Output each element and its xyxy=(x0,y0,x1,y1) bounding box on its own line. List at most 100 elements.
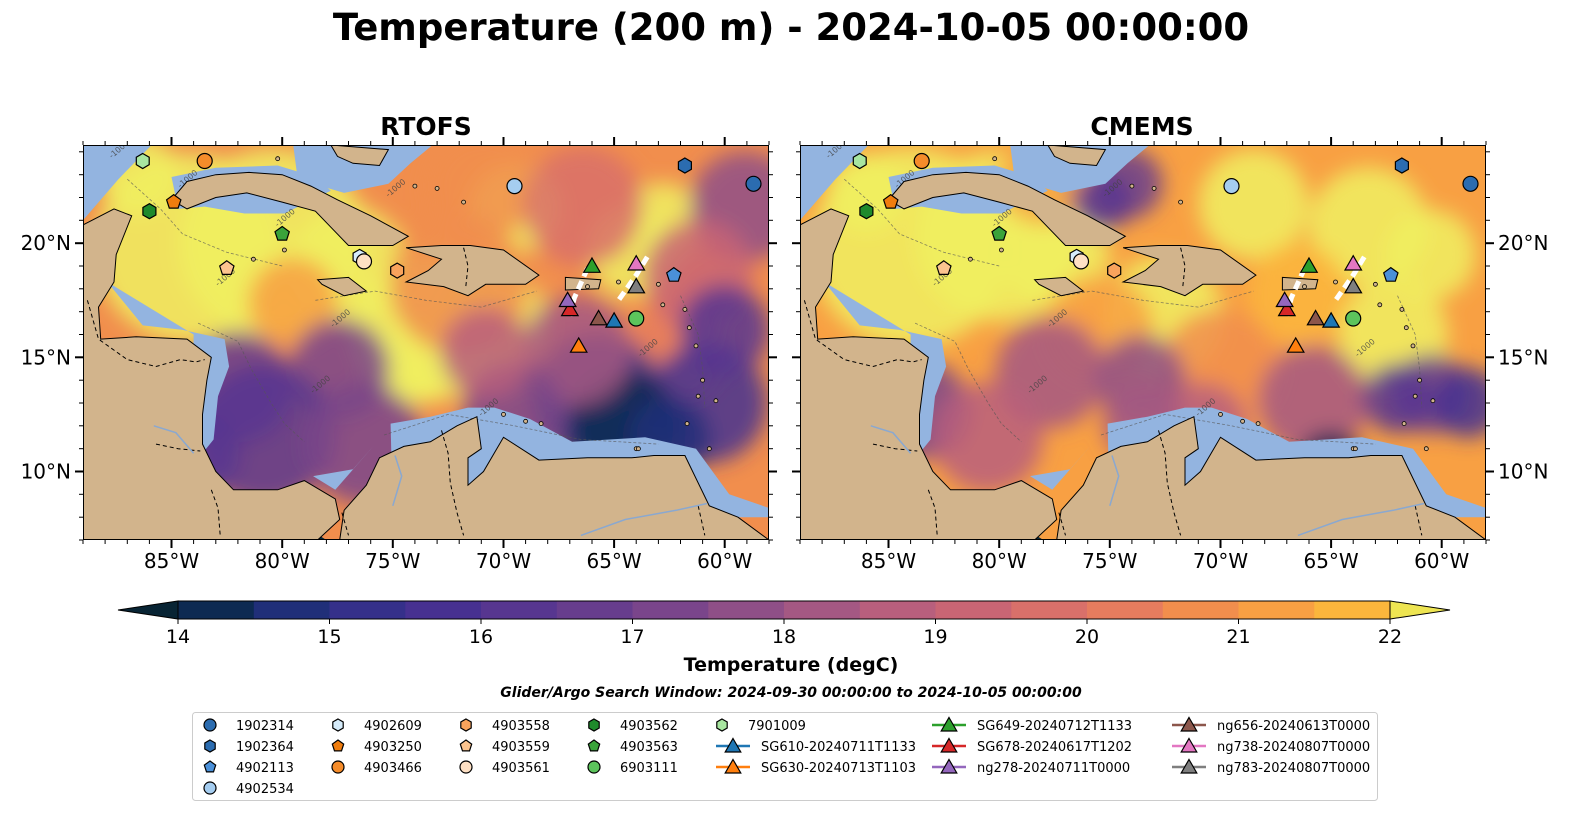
legend-label: 4903559 xyxy=(492,740,550,755)
temperature-blob xyxy=(1258,345,1369,456)
legend-label: 4903562 xyxy=(620,719,678,734)
platform-marker-ng738-20240807T0000 xyxy=(1180,737,1198,753)
small-island xyxy=(281,247,287,253)
platform-marker-4903561 xyxy=(459,760,473,774)
continental-shelf xyxy=(1030,444,1093,490)
continental-shelf xyxy=(800,145,869,221)
small-island xyxy=(412,183,418,189)
platform-marker-SG610-20240711T1133 xyxy=(604,311,624,328)
small-island xyxy=(706,446,712,452)
temperature-blob xyxy=(440,307,531,398)
platform-marker-1902364 xyxy=(1394,157,1410,174)
country-border xyxy=(441,430,465,536)
lat-tick-label: 15°N xyxy=(21,345,71,369)
legend-entry: 4903563 xyxy=(587,739,678,755)
land-centralam xyxy=(83,145,341,540)
land-bahamas xyxy=(1047,145,1107,167)
lat-tick-label: 20°N xyxy=(1498,231,1548,255)
platform-marker-6903111 xyxy=(628,310,645,327)
platform-marker-1902364 xyxy=(677,157,693,174)
small-island xyxy=(700,377,705,383)
legend-label: SG649-20240712T1133 xyxy=(977,719,1132,734)
colorbar-tick-label: 16 xyxy=(469,626,493,648)
platform-marker-SG649-20240712T1133 xyxy=(1299,256,1319,273)
platform-marker-ng656-20240613T0000 xyxy=(1180,716,1198,732)
colorbar-segment xyxy=(178,601,255,619)
small-island xyxy=(1377,302,1383,308)
colorbar-tick-label: 19 xyxy=(923,626,947,648)
temperature-blob xyxy=(826,152,907,233)
country-border xyxy=(1058,512,1066,536)
platform-marker-4903250 xyxy=(331,739,345,752)
colorbar-segment xyxy=(1314,601,1391,619)
small-island xyxy=(1403,325,1409,331)
colorbar-tick-label: 21 xyxy=(1226,626,1250,648)
colorbar-segment xyxy=(1087,601,1164,619)
platform-marker-4902534 xyxy=(506,177,523,195)
temperature-blob xyxy=(1247,243,1348,344)
colorbar-segment xyxy=(1011,601,1088,619)
land-cuba xyxy=(170,171,410,246)
lon-tick-label: 60°W xyxy=(697,549,752,573)
colorbar: 14 15 16 17 18 19 20 21 22 xyxy=(117,600,1451,648)
legend-label: 4903558 xyxy=(492,719,550,734)
depth-contour xyxy=(914,322,1022,443)
small-island xyxy=(538,421,544,427)
legend-label: ng783-20240807T0000 xyxy=(1217,761,1370,776)
small-island xyxy=(250,256,256,262)
platform-marker-4903559 xyxy=(459,739,473,752)
platform-marker-SG678-20240617T1202 xyxy=(940,737,958,753)
colorbar-segment xyxy=(329,601,406,619)
platform-marker-4903250 xyxy=(882,193,899,209)
colorbar-segment xyxy=(1162,601,1240,619)
small-island xyxy=(1240,418,1246,424)
legend-entry: SG610-20240711T1133 xyxy=(716,737,916,755)
land-centralam xyxy=(800,145,1058,540)
small-island xyxy=(693,343,699,349)
lon-tick-label: 70°W xyxy=(1193,549,1248,573)
small-island xyxy=(1218,411,1223,417)
continental-shelf xyxy=(963,145,1166,193)
small-island xyxy=(967,256,973,262)
legend-entry: 4903250 xyxy=(331,739,422,755)
platform-markers xyxy=(135,152,762,353)
colorbar-label: Temperature (degC) xyxy=(683,654,899,676)
river xyxy=(1109,455,1120,507)
legend-entry: 4903466 xyxy=(331,760,422,776)
colorbar-segment xyxy=(935,601,1012,619)
land-jamaica xyxy=(1033,276,1085,297)
colorbar-tick-label: 14 xyxy=(166,626,190,648)
small-island xyxy=(1255,421,1261,427)
search-window-text: Glider/Argo Search Window: 2024-09-30 00… xyxy=(500,685,1082,701)
colorbar-tick-label: 18 xyxy=(772,626,796,648)
colorbar-segment xyxy=(1238,601,1315,619)
legend-label: ng656-20240613T0000 xyxy=(1217,719,1370,734)
lat-tick-label: 10°N xyxy=(21,460,71,484)
country-border xyxy=(1158,430,1182,536)
lon-tick-label: 60°W xyxy=(1414,549,1469,573)
platform-marker-ng783-20240807T0000 xyxy=(1180,758,1198,774)
map-frame xyxy=(83,145,769,540)
legend-entry: SG630-20240713T1103 xyxy=(716,758,916,776)
platform-marker-ng278-20240711T0000 xyxy=(1275,291,1294,308)
depth-contour xyxy=(844,178,1000,267)
colorbar-segment xyxy=(556,601,634,619)
small-island xyxy=(1151,186,1157,191)
colorbar-segment xyxy=(784,601,861,619)
river xyxy=(870,425,912,454)
colorbar-segment xyxy=(632,601,709,619)
platform-marker-4902534 xyxy=(203,781,217,795)
small-island xyxy=(1430,398,1436,404)
land-bahamas xyxy=(330,145,390,167)
platform-marker-7901009 xyxy=(716,718,728,732)
depth-contour xyxy=(1397,295,1423,408)
river xyxy=(580,502,708,537)
glider-track xyxy=(616,255,650,302)
legend-entry: SG649-20240712T1133 xyxy=(932,716,1132,734)
legend-entry: ng278-20240711T0000 xyxy=(932,758,1130,776)
platform-marker-6903111 xyxy=(1345,310,1362,327)
continental-shelf xyxy=(246,145,449,193)
panel-title-rtofs: RTOFS xyxy=(380,112,472,141)
platform-marker-4902534 xyxy=(1223,177,1240,195)
platform-marker-7901009 xyxy=(852,152,867,170)
